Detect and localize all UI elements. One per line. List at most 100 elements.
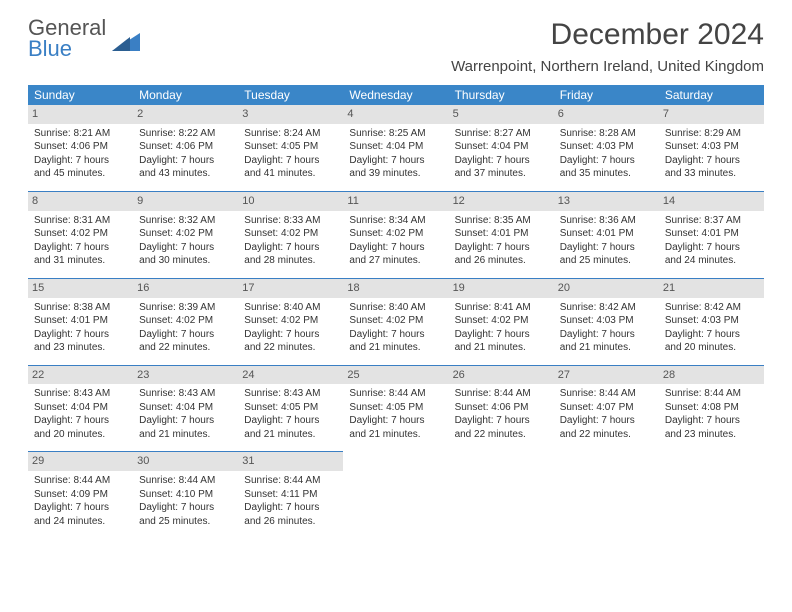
day-cell: 29Sunrise: 8:44 AMSunset: 4:09 PMDayligh… (28, 452, 133, 538)
daylight-text: Daylight: 7 hours (244, 414, 337, 428)
sunset-text: Sunset: 4:01 PM (665, 227, 758, 241)
sunrise-text: Sunrise: 8:22 AM (139, 127, 232, 141)
daylight-text: and 33 minutes. (665, 167, 758, 181)
day-number: 2 (133, 105, 238, 124)
day-cell (554, 452, 659, 538)
day-number: 27 (554, 366, 659, 385)
day-number: 4 (343, 105, 448, 124)
daylight-text: Daylight: 7 hours (455, 414, 548, 428)
day-number: 17 (238, 279, 343, 298)
daylight-text: and 21 minutes. (139, 428, 232, 442)
daylight-text: and 39 minutes. (349, 167, 442, 181)
day-cell: 22Sunrise: 8:43 AMSunset: 4:04 PMDayligh… (28, 365, 133, 452)
sunrise-text: Sunrise: 8:42 AM (665, 301, 758, 315)
daylight-text: Daylight: 7 hours (349, 241, 442, 255)
daylight-text: and 21 minutes. (560, 341, 653, 355)
day-number: 18 (343, 279, 448, 298)
day-header: Sunday (28, 85, 133, 105)
sunset-text: Sunset: 4:06 PM (139, 140, 232, 154)
sunset-text: Sunset: 4:04 PM (349, 140, 442, 154)
sunset-text: Sunset: 4:03 PM (665, 314, 758, 328)
sunset-text: Sunset: 4:01 PM (34, 314, 127, 328)
sunset-text: Sunset: 4:02 PM (455, 314, 548, 328)
sunset-text: Sunset: 4:02 PM (244, 227, 337, 241)
location: Warrenpoint, Northern Ireland, United Ki… (451, 58, 764, 75)
daylight-text: Daylight: 7 hours (34, 414, 127, 428)
sunrise-text: Sunrise: 8:27 AM (455, 127, 548, 141)
day-cell: 4Sunrise: 8:25 AMSunset: 4:04 PMDaylight… (343, 105, 448, 191)
daylight-text: Daylight: 7 hours (34, 328, 127, 342)
daylight-text: Daylight: 7 hours (349, 414, 442, 428)
sunset-text: Sunset: 4:03 PM (560, 314, 653, 328)
sunset-text: Sunset: 4:02 PM (34, 227, 127, 241)
day-cell: 12Sunrise: 8:35 AMSunset: 4:01 PMDayligh… (449, 191, 554, 278)
day-number: 9 (133, 192, 238, 211)
sunset-text: Sunset: 4:10 PM (139, 488, 232, 502)
day-number: 30 (133, 452, 238, 471)
daylight-text: and 21 minutes. (455, 341, 548, 355)
sunrise-text: Sunrise: 8:44 AM (455, 387, 548, 401)
daylight-text: Daylight: 7 hours (34, 501, 127, 515)
sunset-text: Sunset: 4:06 PM (34, 140, 127, 154)
daylight-text: and 41 minutes. (244, 167, 337, 181)
daylight-text: and 30 minutes. (139, 254, 232, 268)
sunset-text: Sunset: 4:04 PM (34, 401, 127, 415)
day-cell: 20 Sunrise: 8:42 AMSunset: 4:03 PMDayligh… (554, 278, 659, 365)
daylight-text: Daylight: 7 hours (665, 414, 758, 428)
daylight-text: and 25 minutes. (139, 515, 232, 529)
sunrise-text: Sunrise: 8:41 AM (455, 301, 548, 315)
sunrise-text: Sunrise: 8:44 AM (139, 474, 232, 488)
sunset-text: Sunset: 4:09 PM (34, 488, 127, 502)
daylight-text: and 26 minutes. (455, 254, 548, 268)
daylight-text: and 37 minutes. (455, 167, 548, 181)
daylight-text: Daylight: 7 hours (244, 241, 337, 255)
sunrise-text: Sunrise: 8:29 AM (665, 127, 758, 141)
sunrise-text: Sunrise: 8:37 AM (665, 214, 758, 228)
day-cell: 2Sunrise: 8:22 AMSunset: 4:06 PMDaylight… (133, 105, 238, 191)
sunrise-text: Sunrise: 8:34 AM (349, 214, 442, 228)
day-cell: 14Sunrise: 8:37 AMSunset: 4:01 PMDayligh… (659, 191, 764, 278)
sunrise-text: Sunrise: 8:42 AM (560, 301, 653, 315)
week-row: 29Sunrise: 8:44 AMSunset: 4:09 PMDayligh… (28, 452, 764, 538)
logo-triangle-icon (112, 29, 140, 51)
daylight-text: and 24 minutes. (665, 254, 758, 268)
daylight-text: and 22 minutes. (244, 341, 337, 355)
sunset-text: Sunset: 4:02 PM (349, 314, 442, 328)
day-cell: 10Sunrise: 8:33 AMSunset: 4:02 PMDayligh… (238, 191, 343, 278)
sunset-text: Sunset: 4:06 PM (455, 401, 548, 415)
day-number: 31 (238, 452, 343, 471)
day-cell: 26Sunrise: 8:44 AMSunset: 4:06 PMDayligh… (449, 365, 554, 452)
day-number: 28 (659, 366, 764, 385)
daylight-text: Daylight: 7 hours (139, 414, 232, 428)
daylight-text: and 24 minutes. (34, 515, 127, 529)
day-cell (659, 452, 764, 538)
sunrise-text: Sunrise: 8:38 AM (34, 301, 127, 315)
sunrise-text: Sunrise: 8:44 AM (34, 474, 127, 488)
sunrise-text: Sunrise: 8:39 AM (139, 301, 232, 315)
sunrise-text: Sunrise: 8:35 AM (455, 214, 548, 228)
day-number: 21 (659, 279, 764, 298)
daylight-text: Daylight: 7 hours (244, 154, 337, 168)
sunset-text: Sunset: 4:11 PM (244, 488, 337, 502)
daylight-text: Daylight: 7 hours (139, 501, 232, 515)
day-cell (449, 452, 554, 538)
day-cell: 18Sunrise: 8:40 AMSunset: 4:02 PMDayligh… (343, 278, 448, 365)
daylight-text: and 22 minutes. (139, 341, 232, 355)
daylight-text: Daylight: 7 hours (560, 328, 653, 342)
day-cell: 27Sunrise: 8:44 AMSunset: 4:07 PMDayligh… (554, 365, 659, 452)
day-number: 11 (343, 192, 448, 211)
day-header: Tuesday (238, 85, 343, 105)
day-number: 10 (238, 192, 343, 211)
sunrise-text: Sunrise: 8:28 AM (560, 127, 653, 141)
week-row: 15Sunrise: 8:38 AMSunset: 4:01 PMDayligh… (28, 278, 764, 365)
daylight-text: and 23 minutes. (34, 341, 127, 355)
day-number: 20 (554, 279, 659, 298)
daylight-text: Daylight: 7 hours (244, 328, 337, 342)
daylight-text: and 45 minutes. (34, 167, 127, 181)
sunrise-text: Sunrise: 8:44 AM (349, 387, 442, 401)
day-header: Wednesday (343, 85, 448, 105)
day-cell: 5Sunrise: 8:27 AMSunset: 4:04 PMDaylight… (449, 105, 554, 191)
daylight-text: and 21 minutes. (349, 341, 442, 355)
month-title: December 2024 (451, 18, 764, 52)
daylight-text: and 26 minutes. (244, 515, 337, 529)
